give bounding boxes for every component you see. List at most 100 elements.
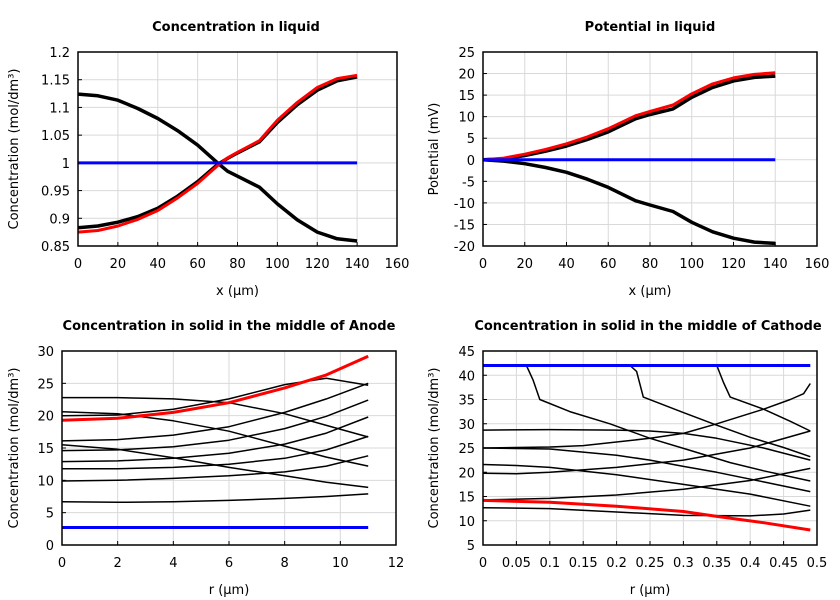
series-line-3 [483,158,776,246]
y-tick-label: 10 [458,515,475,530]
subplot-4: 0 0.05 0.1 0.15 0.2 0.25 0.3 0.35 0.4 0.45 0.5 5 10 1… [427,319,827,598]
series-line-8 [62,435,369,470]
axes-frame [61,350,397,546]
y-tick-label: 15 [458,89,475,104]
x-tick-label: 0.1 [539,556,560,571]
y-tick-label: 15 [458,491,475,506]
y-tick-label: 0 [467,154,475,169]
chart-title: Potential in liquid [585,20,716,35]
y-tick-label: 30 [37,345,54,360]
y-tick-label: 1.05 [41,129,70,144]
x-tick-label: 140 [345,257,370,272]
y-tick-label: 40 [458,369,475,384]
series-line-10 [483,506,811,517]
y-tick-label: 1.15 [41,74,70,89]
series-line-6 [62,399,369,452]
y-tick-label: 0.85 [41,240,70,255]
x-tick-label: 20 [516,257,533,272]
axes-frame [482,51,818,247]
x-tick-label: 8 [281,556,289,571]
x-tick-label: 0.35 [702,556,731,571]
y-tick-label: 0.9 [49,212,70,227]
series-line-2 [483,71,776,162]
x-tick-label: 140 [763,257,788,272]
x-tick-label: 6 [225,556,233,571]
x-tick-label: 120 [721,257,746,272]
chart-title: Concentration in solid in the middle of … [474,319,822,334]
x-axis-label: x (µm) [629,284,672,299]
y-tick-label: 25 [37,377,54,392]
series-line-9 [483,467,811,501]
y-tick-label: 10 [458,111,475,126]
y-tick-label: 20 [37,410,54,425]
series-line-5 [483,447,811,493]
y-tick-label: 20 [458,466,475,481]
x-tick-label: 0.4 [740,556,761,571]
y-tick-label: 30 [458,418,475,433]
y-tick-label: 25 [458,46,475,61]
y-tick-label: -5 [462,175,475,190]
x-tick-label: 80 [642,257,659,272]
axes-frame [482,350,818,546]
x-tick-label: 120 [305,257,330,272]
series-line-9 [62,455,369,482]
series-line-1 [483,364,811,482]
x-tick-label: 0 [58,556,66,571]
series-line-5 [62,382,369,442]
x-axis-label: r (µm) [630,583,671,598]
y-tick-label: 35 [458,394,475,409]
y-tick-label: 5 [46,507,54,522]
x-tick-label: 100 [265,257,290,272]
x-tick-label: 2 [114,556,122,571]
series-line-2 [62,411,369,467]
series-line-4 [62,377,369,417]
x-tick-label: 0 [479,556,487,571]
series-line-2 [483,364,811,458]
y-tick-label: 10 [37,474,54,489]
x-tick-label: 0.05 [502,556,531,571]
x-tick-label: 40 [149,257,166,272]
series-line-3 [78,73,358,234]
series-line-11 [62,354,369,422]
y-tick-label: 45 [458,345,475,360]
series-line-6 [483,383,811,449]
x-tick-label: 0.3 [673,556,694,571]
y-tick-label: 0 [46,539,54,554]
y-tick-label: 0.95 [41,185,70,200]
y-axis-label: Concentration (mol/dm³) [7,69,22,230]
chart-title: Concentration in solid in the middle of … [63,319,396,334]
x-tick-label: 0.25 [636,556,665,571]
x-tick-label: 60 [189,257,206,272]
y-axis-label: Concentration (mol/dm³) [7,368,22,529]
y-tick-label: 1 [62,157,70,172]
x-tick-label: 160 [385,257,410,272]
x-tick-label: 0 [479,257,487,272]
y-axis-label: Potential (mV) [427,103,442,196]
series-line-8 [483,463,811,507]
x-tick-label: 12 [388,556,405,571]
x-tick-label: 40 [558,257,575,272]
x-axis-label: r (µm) [209,583,250,598]
subplot-1: 0 20 40 60 80 100 120 140 160 0.85 0.9 0.95 1 1.05 1.1… [7,20,409,299]
y-tick-label: 15 [37,442,54,457]
y-tick-label: 20 [458,68,475,83]
x-tick-label: 80 [229,257,246,272]
series-line-7 [62,416,369,463]
chart-title: Concentration in liquid [152,20,320,35]
y-tick-label: -15 [454,218,475,233]
subplot-3: 0 2 4 6 8 10 12 0 5 10 15 20 25 30 Concentration in so… [7,319,404,598]
x-tick-label: 0.45 [769,556,798,571]
y-tick-label: 25 [458,442,475,457]
y-axis-label: Concentration (mol/dm³) [427,368,442,529]
subplot-2: 0 20 40 60 80 100 120 140 160 -20 -15 -10 -5 0 5 10 15 20… [427,20,829,299]
x-tick-label: 0 [74,257,82,272]
x-tick-label: 10 [332,556,349,571]
x-tick-label: 20 [110,257,127,272]
x-tick-label: 160 [805,257,830,272]
y-tick-label: -10 [454,197,475,212]
x-tick-label: 0.15 [569,556,598,571]
series-line-1 [78,92,358,243]
y-tick-label: 5 [467,539,475,554]
x-axis-label: x (µm) [216,284,259,299]
